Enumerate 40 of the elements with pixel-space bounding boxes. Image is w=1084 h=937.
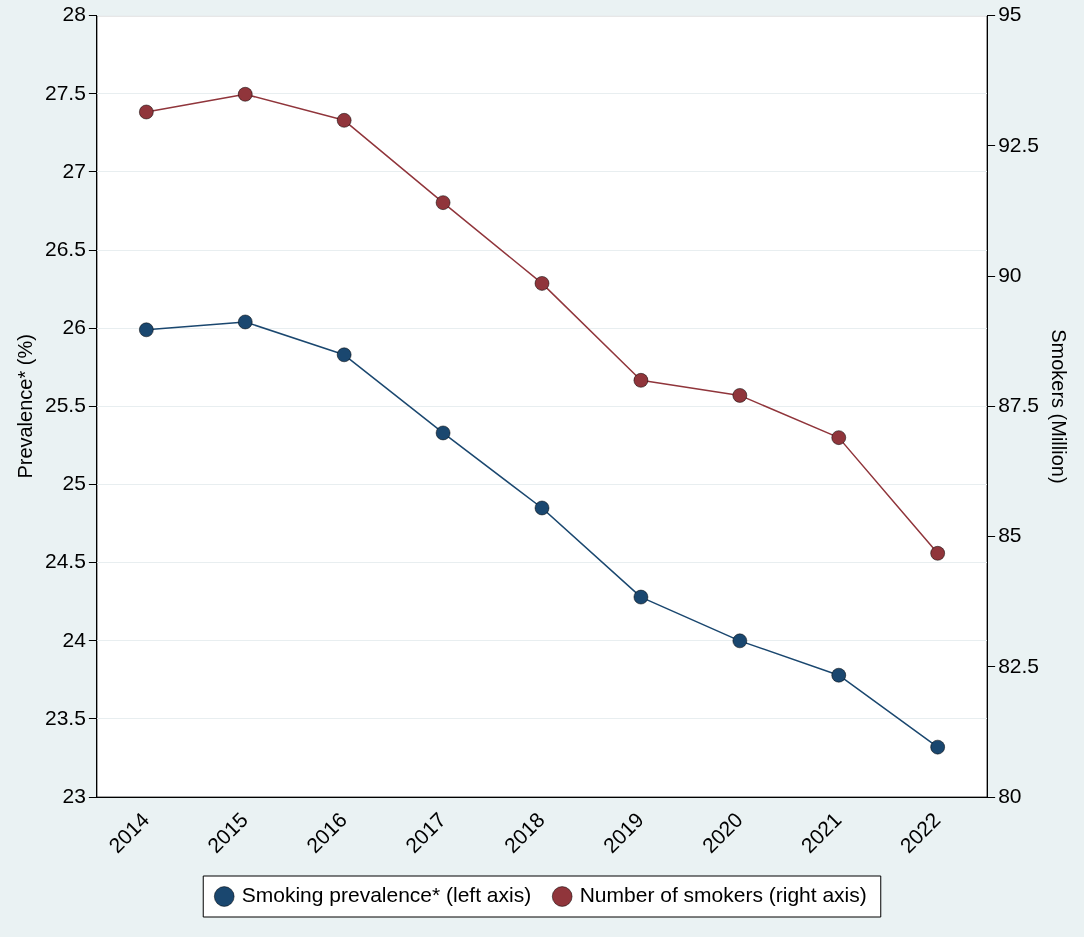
y-tick-label: 24.5 xyxy=(45,549,86,573)
point xyxy=(534,276,550,291)
y2-axis-title: Smokers (Million) xyxy=(1048,329,1071,484)
point xyxy=(633,373,649,388)
point xyxy=(435,195,451,210)
y-tick-label: 26.5 xyxy=(45,236,86,260)
y2-tick-label: 92.5 xyxy=(998,132,1039,156)
point xyxy=(732,633,748,649)
point xyxy=(534,500,550,516)
y-tick-label: 25 xyxy=(62,471,86,495)
y-tick-label: 25.5 xyxy=(45,393,86,417)
point xyxy=(930,739,945,755)
point xyxy=(732,388,748,403)
point xyxy=(831,430,846,445)
y2-tick-label: 80 xyxy=(998,783,1022,807)
point xyxy=(336,347,352,363)
point xyxy=(831,667,846,683)
y-tick-label: 23.5 xyxy=(45,705,86,729)
y-tick-label: 28 xyxy=(62,2,86,26)
y2-tick-label: 82.5 xyxy=(998,653,1039,677)
point xyxy=(139,104,154,120)
y-tick-label: 26 xyxy=(62,315,86,339)
y2-tick-label: 95 xyxy=(998,2,1022,26)
point xyxy=(238,87,253,102)
y-tick-label: 27 xyxy=(62,158,86,182)
legend-label: Smoking prevalence* (left axis) xyxy=(241,883,532,907)
y2-tick-label: 85 xyxy=(998,523,1022,547)
y2-tick-label: 90 xyxy=(998,262,1022,286)
point xyxy=(435,425,451,441)
point xyxy=(930,546,945,561)
point xyxy=(633,589,649,605)
y-tick-label: 24 xyxy=(62,627,87,651)
y-axis-title: Prevalence* (%) xyxy=(13,334,36,479)
y-tick-label: 27.5 xyxy=(45,80,86,104)
point xyxy=(238,314,253,330)
point xyxy=(336,113,352,128)
y-tick-label: 23 xyxy=(62,783,86,807)
legend-label: Number of smokers (right axis) xyxy=(579,883,867,907)
y2-tick-label: 87.5 xyxy=(998,393,1039,417)
point xyxy=(139,322,154,338)
